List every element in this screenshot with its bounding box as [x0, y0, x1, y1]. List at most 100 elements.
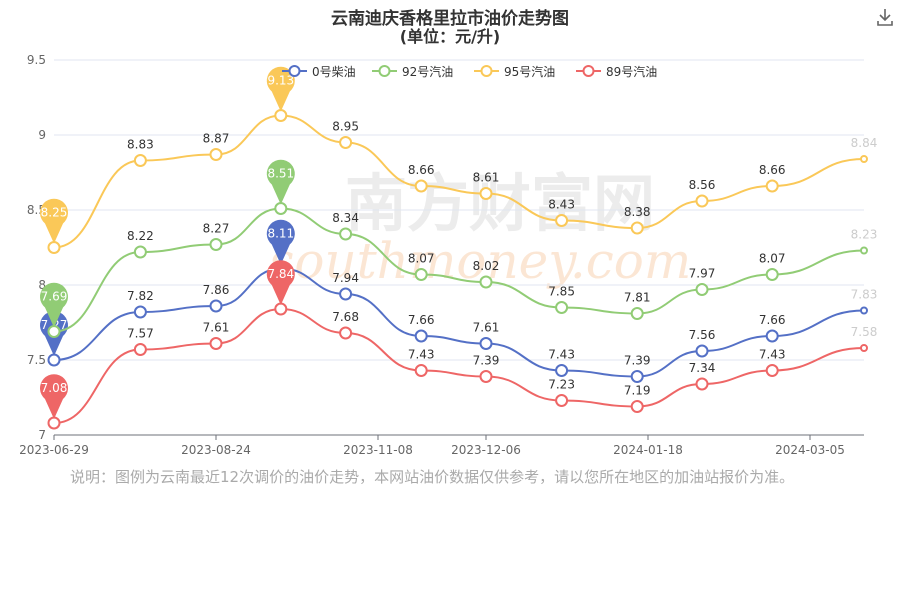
x-tick-label: 2023-12-06 [451, 443, 521, 457]
data-label: 7.85 [548, 285, 575, 299]
data-label: 8.02 [473, 259, 500, 273]
data-label: 8.07 [408, 252, 435, 266]
data-point [47, 353, 61, 367]
x-tick-label: 2023-11-08 [343, 443, 413, 457]
data-point [695, 283, 709, 296]
data-label: 7.81 [624, 291, 651, 305]
x-tick-label: 2024-01-18 [613, 443, 683, 457]
data-label: 8.23 [851, 228, 878, 242]
data-point [133, 305, 147, 319]
data-point [860, 155, 868, 163]
pin-marker [266, 260, 295, 305]
series-line-0 [53, 267, 865, 378]
data-point [274, 202, 288, 215]
chart-title: 云南迪庆香格里拉市油价走势图 [331, 9, 569, 29]
data-point [479, 275, 493, 289]
legend-marker [378, 65, 391, 77]
x-tick-label: 2023-06-29 [19, 443, 89, 457]
legend-label-0: 0号柴油 [312, 65, 356, 79]
data-point [630, 221, 644, 235]
data-point [479, 187, 493, 200]
data-label: 7.86 [203, 283, 230, 297]
data-label: 8.38 [624, 205, 651, 219]
legend-marker [582, 65, 595, 77]
data-point [414, 179, 428, 193]
data-label: 7.43 [548, 348, 575, 362]
data-point [414, 268, 428, 281]
pin-marker [266, 219, 295, 265]
chart-subtitle: (单位：元/升) [399, 27, 501, 46]
legend-label-1: 92号汽油 [402, 64, 453, 79]
data-point [630, 370, 644, 383]
data-point [860, 246, 868, 255]
data-label: 7.94 [332, 271, 359, 285]
data-point [479, 337, 493, 350]
data-point [209, 148, 223, 161]
data-label: 7.39 [624, 354, 651, 368]
data-point [630, 307, 644, 320]
pin-marker [266, 66, 295, 112]
data-point [555, 394, 569, 407]
legend-marker [480, 65, 493, 77]
pin-label: 8.11 [267, 227, 294, 241]
data-label: 8.66 [408, 163, 435, 177]
data-point [133, 245, 147, 259]
pin-marker [39, 198, 68, 244]
data-label: 7.43 [759, 348, 786, 362]
data-label: 7.58 [851, 325, 878, 339]
data-label: 7.82 [127, 289, 154, 303]
data-point [47, 241, 61, 254]
watermark-cn: 南方财富网 [345, 167, 655, 240]
data-point [860, 306, 868, 315]
series-line-1 [53, 207, 865, 333]
data-label: 8.22 [127, 229, 154, 243]
data-label: 7.97 [689, 267, 716, 281]
data-point [695, 344, 709, 358]
data-point [695, 377, 709, 391]
data-point [339, 227, 353, 241]
data-label: 8.56 [689, 178, 716, 192]
download-icon[interactable] [874, 6, 896, 28]
data-point [133, 154, 147, 167]
legend-label-2: 95号汽油 [504, 64, 555, 79]
x-tick-label: 2023-08-24 [181, 443, 251, 457]
y-tick-label: 7.5 [27, 353, 46, 367]
data-label: 7.61 [473, 321, 500, 335]
data-point [555, 364, 569, 377]
data-label: 7.43 [408, 348, 435, 362]
y-tick-label: 7 [38, 428, 46, 442]
data-point [209, 337, 223, 350]
data-label: 8.95 [332, 120, 359, 134]
data-point [555, 214, 569, 227]
line-chart: 南方财富网southmoney.com77.588.599.52023-06-2… [19, 53, 878, 457]
pin-marker [266, 159, 295, 205]
data-label: 7.66 [408, 313, 435, 327]
series-line-2 [53, 114, 865, 249]
data-label: 7.23 [548, 378, 575, 392]
data-label: 7.57 [127, 327, 154, 341]
data-point [765, 364, 779, 377]
data-label: 8.87 [203, 132, 230, 146]
data-point [274, 109, 288, 122]
data-point [339, 136, 353, 149]
data-label: 7.56 [689, 328, 716, 342]
data-label: 8.84 [851, 136, 878, 150]
data-label: 7.61 [203, 321, 230, 335]
pin-label: 8.51 [267, 167, 294, 181]
x-tick-label: 2024-03-05 [775, 443, 845, 457]
data-point [765, 329, 779, 343]
y-tick-label: 8 [38, 278, 46, 292]
data-label: 7.68 [332, 310, 359, 324]
data-point [339, 287, 353, 301]
data-point [860, 344, 868, 352]
data-label: 8.43 [548, 198, 575, 212]
data-point [414, 329, 428, 343]
data-label: 8.83 [127, 138, 154, 152]
data-label: 8.07 [759, 252, 786, 266]
y-tick-label: 9.5 [27, 53, 46, 67]
pin-label: 7.08 [41, 381, 68, 395]
pin-label: 7.69 [41, 290, 68, 304]
series-line-3 [53, 307, 865, 424]
legend-label-3: 89号汽油 [606, 64, 657, 79]
data-label: 8.66 [759, 163, 786, 177]
